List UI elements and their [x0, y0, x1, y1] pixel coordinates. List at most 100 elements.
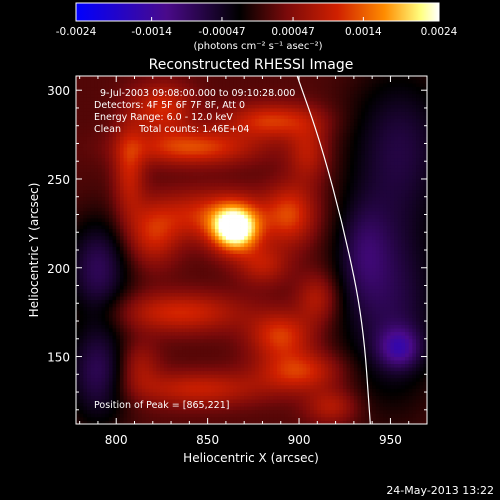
heatmap-cell	[108, 274, 113, 279]
heatmap-cell	[141, 93, 146, 98]
heatmap-cell	[141, 264, 146, 269]
heatmap-cell	[105, 207, 110, 212]
heatmap-cell	[138, 250, 143, 254]
heatmap-cell	[116, 392, 121, 396]
heatmap-cell	[86, 143, 92, 148]
heatmap-cell	[211, 384, 216, 389]
heatmap-cell	[116, 228, 121, 233]
heatmap-cell	[255, 107, 260, 112]
heatmap-cell	[233, 214, 238, 219]
heatmap-cell	[222, 143, 227, 148]
heatmap-cell	[240, 392, 245, 396]
heatmap-cell	[163, 178, 168, 183]
heatmap-cell	[229, 395, 234, 400]
heatmap-cell	[178, 310, 183, 315]
heatmap-cell	[86, 402, 92, 407]
heatmap-cell	[171, 384, 176, 389]
heatmap-cell	[229, 335, 234, 340]
heatmap-cell	[119, 413, 124, 418]
heatmap-cell	[203, 83, 209, 88]
heatmap-cell	[149, 349, 154, 354]
heatmap-cell	[182, 271, 187, 276]
heatmap-cell	[141, 281, 146, 286]
heatmap-cell	[185, 125, 190, 130]
heatmap-cell	[214, 100, 219, 105]
heatmap-cell	[229, 317, 234, 322]
heatmap-cell	[127, 189, 132, 194]
heatmap-cell	[86, 321, 92, 325]
heatmap-cell	[123, 335, 128, 340]
heatmap-cell	[160, 107, 165, 112]
heatmap-cell	[214, 175, 219, 180]
heatmap-cell	[116, 377, 121, 382]
heatmap-cell	[145, 306, 150, 311]
heatmap-cell	[130, 313, 135, 318]
heatmap-cell	[229, 271, 234, 276]
heatmap-cell	[130, 328, 135, 333]
heatmap-cell	[171, 136, 176, 141]
heatmap-cell	[203, 136, 209, 141]
heatmap-cell	[167, 416, 172, 421]
heatmap-cell	[207, 345, 212, 350]
heatmap-cell	[134, 349, 139, 354]
heatmap-cell	[214, 210, 219, 215]
heatmap-cell	[207, 228, 212, 233]
heatmap-cell	[94, 285, 99, 290]
heatmap-cell	[145, 342, 150, 347]
heatmap-cell	[214, 104, 219, 109]
heatmap-cell	[244, 303, 249, 308]
heatmap-cell	[251, 83, 256, 88]
heatmap-cell	[156, 139, 161, 144]
heatmap-cell	[83, 118, 88, 123]
heatmap-cell	[76, 83, 81, 88]
heatmap-cell	[182, 189, 187, 194]
heatmap-cell	[127, 100, 132, 105]
heatmap-cell	[189, 196, 194, 201]
heatmap-cell	[255, 189, 260, 194]
heatmap-cell	[233, 228, 238, 233]
heatmap-cell	[207, 367, 212, 372]
heatmap-cell	[244, 147, 249, 151]
heatmap-cell	[141, 406, 146, 411]
heatmap-cell	[105, 313, 110, 318]
heatmap-cell	[163, 154, 168, 159]
heatmap-cell	[203, 289, 209, 294]
heatmap-cell	[123, 97, 128, 102]
heatmap-cell	[182, 200, 187, 205]
heatmap-cell	[86, 139, 92, 144]
heatmap-cell	[182, 164, 187, 169]
heatmap-cell	[236, 363, 241, 368]
heatmap-cell	[167, 161, 172, 166]
heatmap-cell	[196, 370, 201, 375]
heatmap-cell	[182, 239, 187, 244]
heatmap-cell	[167, 317, 172, 322]
heatmap-cell	[233, 132, 238, 137]
heatmap-cell	[174, 83, 179, 88]
heatmap-cell	[251, 200, 256, 205]
heatmap-cell	[152, 242, 157, 247]
heatmap-cell	[105, 189, 110, 194]
heatmap-cell	[108, 349, 113, 354]
heatmap-cell	[116, 335, 121, 340]
heatmap-cell	[193, 360, 198, 365]
heatmap-cell	[134, 171, 139, 176]
heatmap-cell	[193, 285, 198, 290]
heatmap-cell	[138, 107, 143, 112]
heatmap-cell	[207, 303, 212, 308]
heatmap-cell	[244, 250, 249, 254]
heatmap-cell	[244, 90, 249, 95]
heatmap-cell	[236, 296, 241, 301]
heatmap-cell	[233, 139, 238, 144]
heatmap-cell	[240, 331, 245, 336]
heatmap-cell	[171, 157, 176, 162]
heatmap-cell	[127, 406, 132, 411]
heatmap-cell	[247, 420, 252, 424]
heatmap-cell	[193, 118, 198, 123]
heatmap-cell	[236, 210, 241, 215]
heatmap-cell	[203, 356, 209, 361]
heatmap-cell	[189, 189, 194, 194]
heatmap-image	[76, 76, 427, 424]
heatmap-cell	[174, 352, 179, 357]
heatmap-cell	[108, 409, 113, 414]
heatmap-cell	[193, 370, 198, 375]
